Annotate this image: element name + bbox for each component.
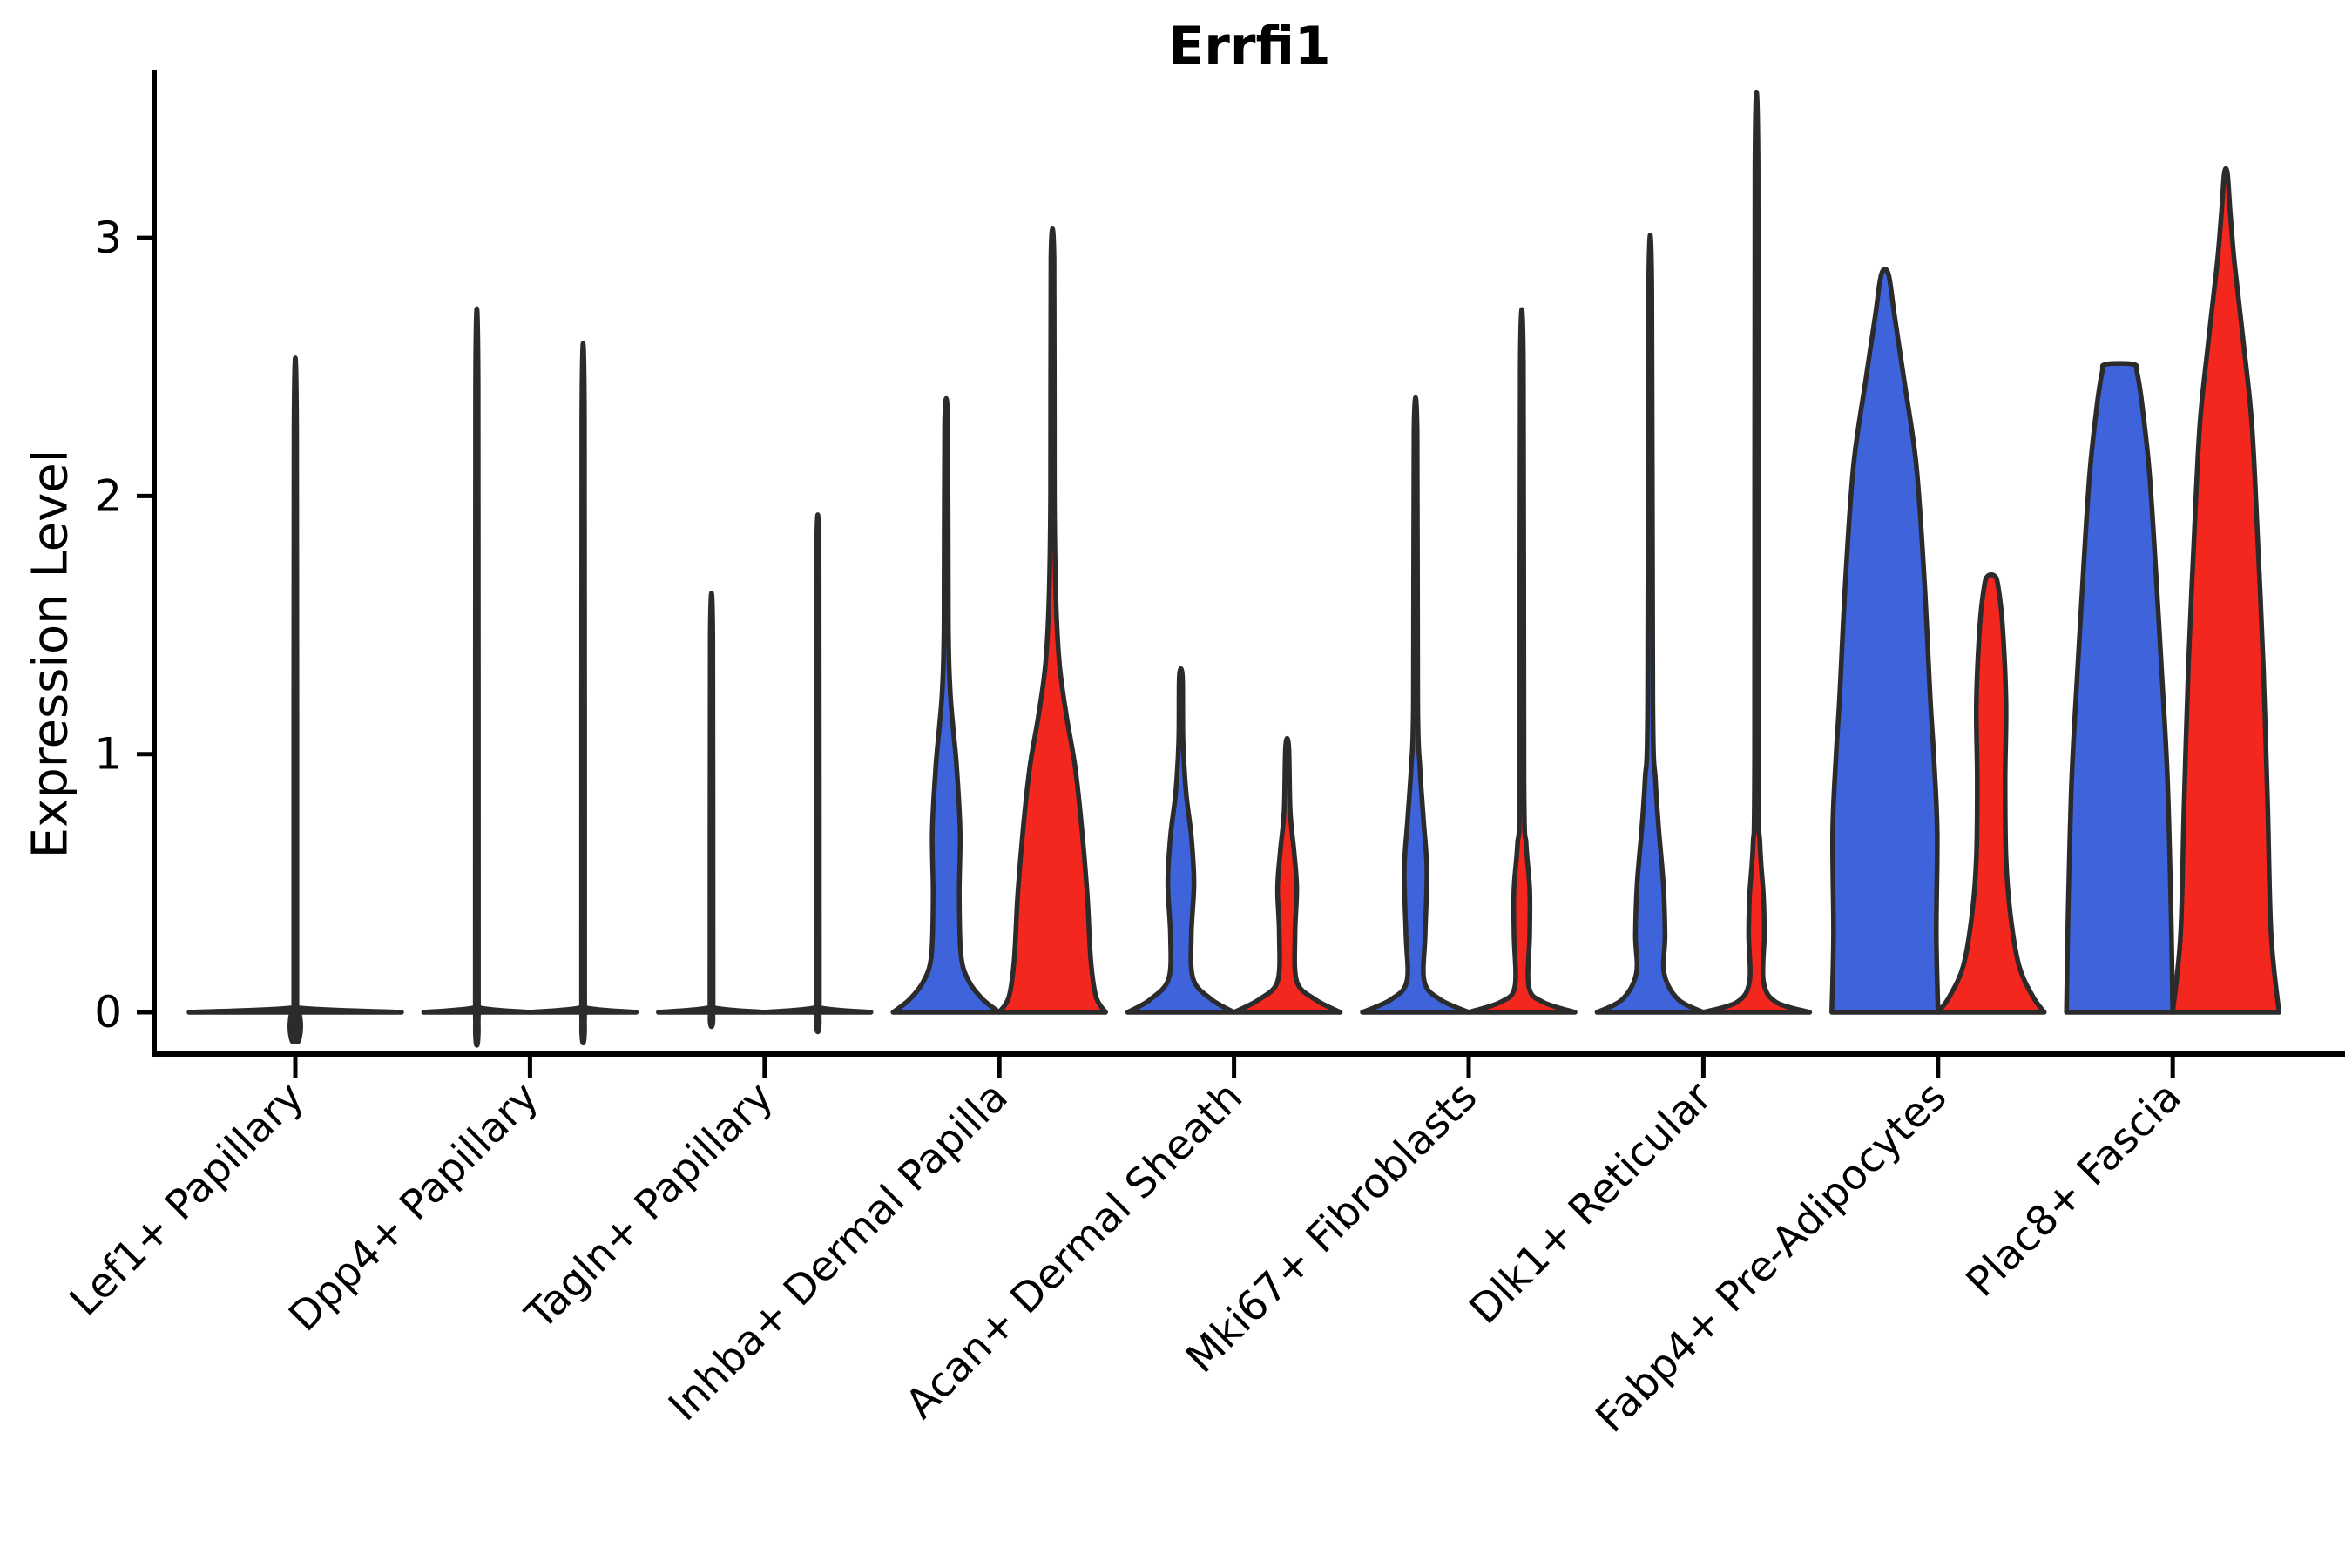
violin-2-red: [762, 512, 874, 1035]
violin-6-blue: [1594, 233, 1707, 1015]
x-category-label-8: Plac8+ Fascia: [1957, 1073, 2191, 1307]
violin-5-blue: [1360, 395, 1471, 1015]
violin-8-red: [2170, 166, 2281, 1015]
x-category-label-2: Tagln+ Papillary: [516, 1073, 782, 1340]
violin-7-red: [1936, 572, 2047, 1015]
violin-8-blue: [2064, 361, 2175, 1015]
violin-7-blue: [1829, 266, 1941, 1015]
violin-3-blue: [890, 396, 1002, 1015]
chart-title: Errfi1: [1168, 16, 1331, 77]
violin-6-red: [1700, 89, 1813, 1015]
violin-4-red: [1231, 735, 1343, 1015]
x-category-label-0: Lef1+ Papillary: [61, 1073, 314, 1326]
y-tick-label-1: 1: [94, 729, 122, 780]
violin-3-red: [997, 226, 1108, 1015]
y-tick-label-0: 0: [94, 987, 122, 1037]
x-category-label-6: Dlk1+ Reticular: [1460, 1072, 1721, 1334]
violin-5-red: [1466, 307, 1578, 1015]
y-tick-label-2: 2: [94, 470, 122, 521]
violin-2-blue: [656, 591, 767, 1029]
violin-4-blue: [1125, 666, 1237, 1015]
x-category-label-1: Dpp4+ Papillary: [280, 1073, 548, 1342]
violin-0-single: [186, 355, 404, 1044]
violin-1-red: [527, 341, 639, 1045]
y-tick-label-3: 3: [94, 213, 122, 263]
violin-1-blue: [421, 306, 533, 1048]
